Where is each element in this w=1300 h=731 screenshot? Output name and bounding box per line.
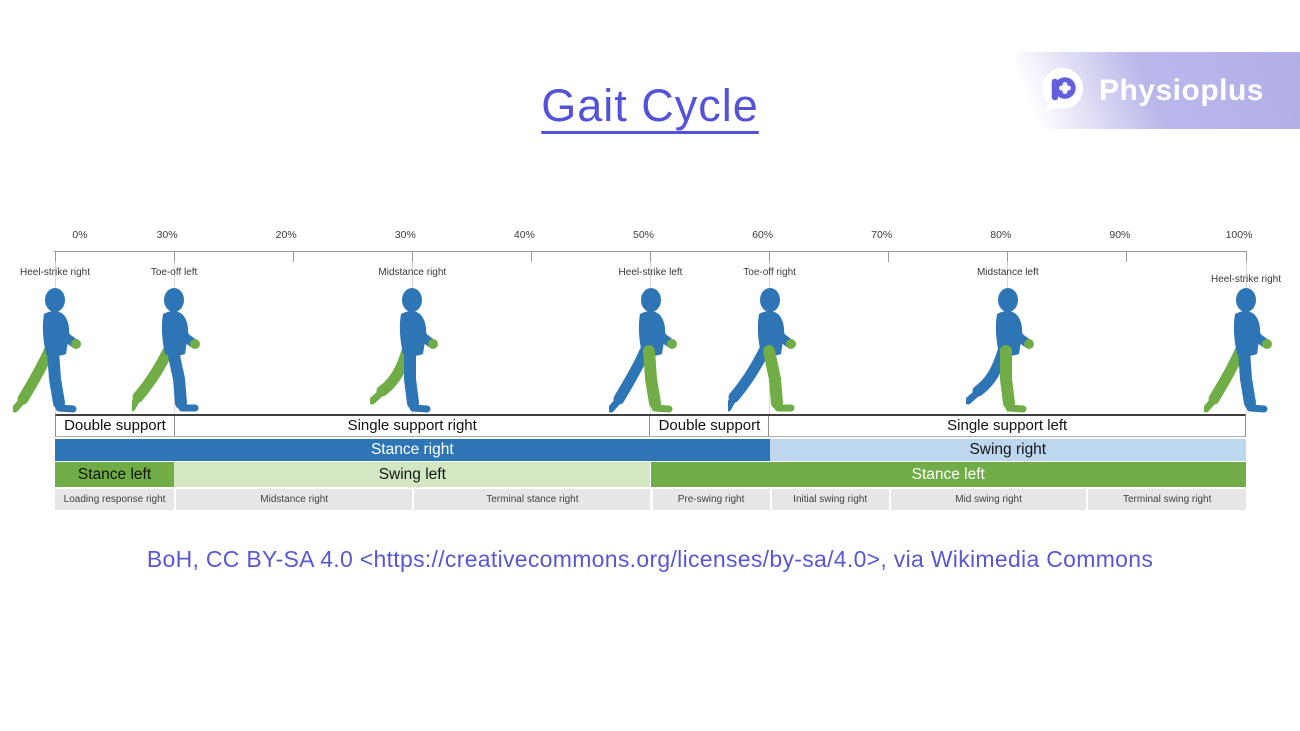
timeline-tick [1007, 251, 1009, 262]
phase-cell: Initial swing right [769, 489, 889, 510]
tick-percent-label: 70% [871, 229, 893, 241]
tick-percent-label: 40% [513, 229, 535, 241]
timeline-tick [530, 251, 532, 262]
tick-percent-label: 100% [1225, 229, 1253, 241]
tick-percent-label: 30% [394, 229, 416, 241]
support-row: Double support Single support right Double… [55, 414, 1246, 437]
timeline-tick [411, 251, 413, 262]
page-title-link[interactable]: Gait Cycle [541, 80, 759, 131]
timeline-tick [173, 251, 175, 262]
support-cell: Double support [651, 416, 770, 436]
stance-swing-left-cell: Swing left [174, 462, 651, 487]
walking-figure [128, 287, 208, 417]
tick-percent-label: 50% [632, 229, 654, 241]
brand-name: Physioplus [1098, 73, 1264, 107]
support-cell: Single support right [175, 416, 651, 436]
tick-percent-label: 0% [72, 229, 88, 241]
timeline-tick [650, 251, 651, 262]
phase-cell: Loading response right [55, 489, 175, 510]
stance-swing-right-cell: Swing right [769, 439, 1246, 461]
walking-figure [11, 287, 89, 417]
right-leg-row: Stance right Swing right [55, 439, 1246, 461]
walking-figure [368, 287, 446, 417]
brand-banner: Physioplus [1014, 52, 1300, 129]
support-cell: Single support left [947, 417, 1068, 434]
phase-row: Loading response right Midstance right Ter… [55, 489, 1246, 510]
event-label: Toe-off left [150, 267, 198, 278]
event-label: Toe-off right [743, 267, 796, 278]
tick-percent-label: 20% [275, 229, 297, 241]
phase-cell: Terminal swing right [1086, 489, 1246, 510]
tick-percent-label: 30% [156, 229, 178, 241]
phase-cell: Terminal stance right [412, 489, 651, 510]
walking-figure [1202, 287, 1280, 417]
walking-figure [964, 287, 1042, 417]
event-label: Midstance left [976, 267, 1039, 278]
timeline-tick [888, 251, 890, 262]
event-label: Midstance right [378, 267, 447, 278]
event-label: Heel-strike left [618, 267, 683, 278]
event-label: Heel-strike right [19, 267, 91, 278]
stance-swing-left-cell: Stance left [55, 462, 175, 487]
tick-percent-label: 60% [752, 229, 774, 241]
event-label: Heel-strike right [1210, 274, 1282, 285]
stance-swing-left-cell: Stance left [650, 462, 1246, 487]
timeline-tick [1245, 251, 1247, 262]
timeline-tick [54, 251, 56, 262]
tick-percent-label: 80% [990, 229, 1012, 241]
phase-cell: Pre-swing right [650, 489, 770, 510]
left-leg-row: Stance left Swing left Stance left [55, 462, 1246, 487]
stance-swing-right-cell: Stance right [55, 439, 770, 461]
timeline-tick [769, 251, 771, 262]
timeline-tick [1126, 251, 1128, 262]
physioplus-bubble-icon [1039, 67, 1086, 114]
walking-figure [724, 287, 804, 417]
walking-figure [607, 287, 685, 417]
phase-cell: Mid swing right [888, 489, 1087, 510]
timeline-tick [292, 251, 294, 262]
tick-percent-label: 90% [1109, 229, 1131, 241]
attribution-text: BoH, CC BY-SA 4.0 <https://creativecommo… [146, 546, 1154, 572]
support-cell: Double support [56, 416, 175, 436]
phase-cell: Midstance right [174, 489, 413, 510]
